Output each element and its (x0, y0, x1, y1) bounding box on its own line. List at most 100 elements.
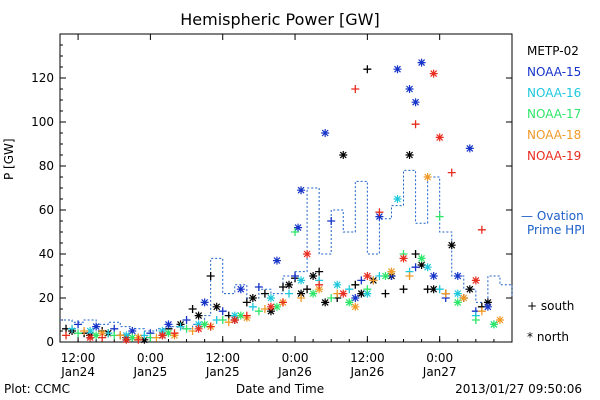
legend-ovation: — Ovation (521, 209, 584, 223)
north-point (459, 294, 468, 302)
south-point (381, 289, 390, 298)
north-point (363, 272, 372, 280)
north-point (483, 302, 492, 311)
ovation-line (60, 169, 513, 332)
north-point (411, 98, 420, 107)
south-point (399, 285, 408, 294)
north-point (321, 298, 330, 307)
north-point (285, 280, 294, 289)
north-point (489, 320, 498, 329)
plot-timestamp: 2013/01/27 09:50:06 (455, 382, 582, 396)
x-tick-date: Jan26 (277, 365, 312, 379)
north-point (399, 254, 408, 263)
legend-entry: NOAA-17 (527, 107, 581, 121)
y-tick-label: 60 (39, 203, 54, 217)
plot-frame (59, 33, 513, 343)
south-point (62, 331, 71, 340)
north-point (266, 302, 275, 311)
y-tick-label: 0 (46, 335, 54, 349)
south-point (411, 250, 420, 258)
north-point (393, 65, 402, 74)
south-point (303, 285, 312, 294)
north-point (194, 320, 203, 329)
legend-ovation-line2: Prime HPI (527, 223, 585, 237)
north-point (417, 58, 426, 67)
south-point (224, 318, 233, 327)
north-point (164, 320, 173, 329)
south-point (74, 329, 83, 338)
x-tick-date: Jan27 (422, 365, 457, 379)
x-tick-date: Jan26 (349, 365, 384, 379)
north-point (272, 256, 281, 265)
south-point (345, 285, 354, 294)
y-tick-label: 80 (39, 159, 54, 173)
north-point (230, 311, 239, 320)
legend-entry: NOAA-19 (527, 149, 581, 163)
south-point (242, 311, 251, 320)
south-point (74, 320, 83, 329)
south-point (291, 228, 300, 236)
south-point (477, 225, 486, 234)
south-point (351, 280, 360, 289)
north-point (297, 186, 306, 195)
south-point (260, 289, 269, 298)
south-point (188, 305, 197, 313)
north-point (128, 333, 137, 342)
north-point (297, 289, 306, 298)
north-point (447, 241, 456, 250)
north-point (309, 289, 318, 298)
x-tick-label: 12:00 (61, 351, 96, 365)
x-tick-label: 12:00 (350, 351, 385, 365)
x-tick-label: 0:00 (426, 351, 453, 365)
south-point (182, 316, 191, 324)
north-point (375, 212, 384, 221)
south-point (363, 65, 372, 74)
north-point (471, 276, 480, 285)
north-point (122, 331, 131, 340)
south-point (242, 298, 251, 307)
north-point (435, 133, 444, 142)
legend-marker-note: * north (527, 330, 569, 344)
south-point (254, 283, 263, 291)
north-point (266, 307, 275, 316)
south-point (152, 333, 161, 342)
x-axis-label: Date and Time (235, 382, 325, 396)
south-point (357, 276, 366, 285)
north-point (465, 285, 474, 294)
south-point (327, 217, 336, 225)
south-point (260, 305, 269, 313)
north-point (164, 329, 173, 338)
x-tick-label: 0:00 (137, 351, 164, 365)
north-point (140, 335, 149, 344)
north-point (321, 129, 330, 137)
south-point (134, 335, 143, 344)
plot-credit: Plot: CCMC (4, 382, 70, 396)
north-point (236, 285, 245, 294)
north-point (339, 289, 348, 298)
south-point (315, 267, 324, 276)
legend-entry: NOAA-16 (527, 86, 581, 100)
south-point (369, 276, 378, 285)
legend-entry: NOAA-15 (527, 65, 581, 79)
north-point (495, 316, 504, 324)
north-point (417, 261, 426, 269)
south-point (116, 331, 125, 340)
north-point (345, 298, 354, 307)
north-point (357, 289, 366, 298)
y-tick-label: 120 (31, 71, 54, 85)
north-point (339, 151, 348, 159)
south-point (405, 272, 414, 280)
north-point (200, 320, 209, 329)
south-point (291, 272, 300, 280)
south-point (68, 324, 77, 333)
north-point (92, 331, 101, 340)
south-point (477, 307, 486, 316)
north-point (351, 294, 360, 302)
south-point (188, 327, 197, 335)
south-point (206, 322, 215, 331)
south-point (182, 324, 191, 333)
south-point (98, 333, 107, 342)
north-point (303, 250, 312, 258)
